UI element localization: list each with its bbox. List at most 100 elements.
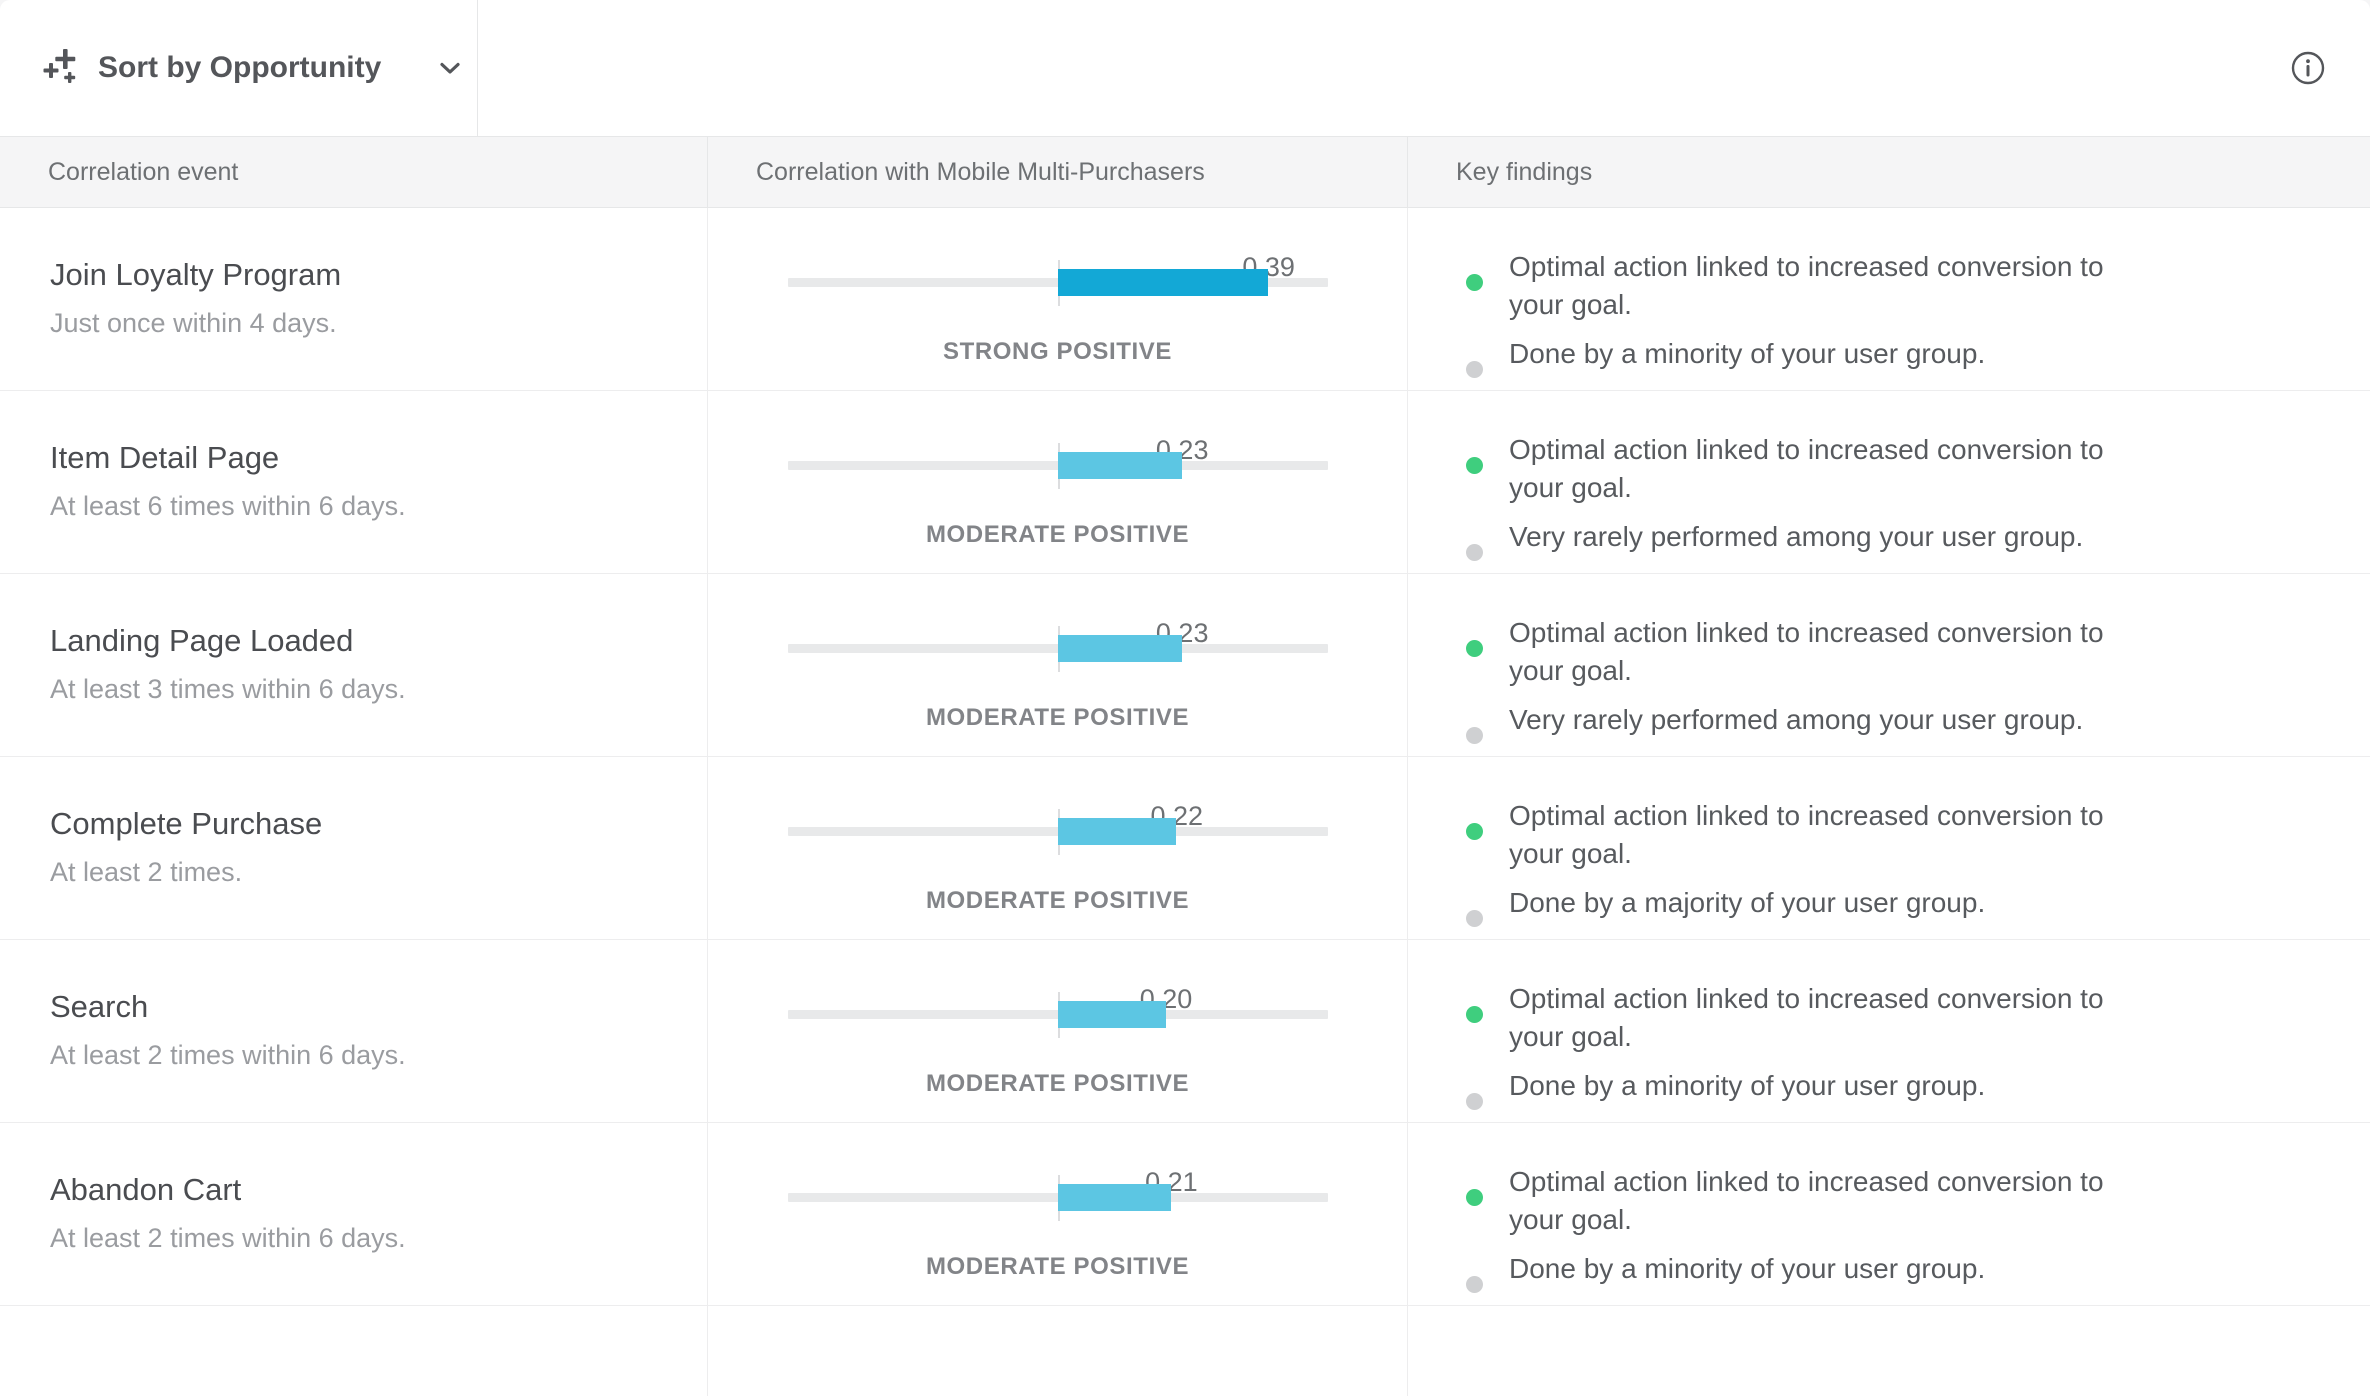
correlation-bar (1057, 1001, 1166, 1029)
finding-positive-dot-icon (1466, 640, 1483, 658)
correlation-strength-label: MODERATE POSITIVE (925, 521, 1190, 549)
sparkle-icon (38, 46, 82, 90)
finding-text: Done by a minority of your user group. (1509, 1253, 1986, 1285)
correlation-strength-label: MODERATE POSITIVE (925, 704, 1190, 732)
correlation-bar (1057, 635, 1182, 663)
event-condition: At least 2 times within 6 days. (50, 1040, 406, 1071)
findings-cell: Optimal action linked to increased conve… (1408, 1123, 2370, 1305)
key-finding: Optimal action linked to increased conve… (1466, 797, 2310, 872)
event-name: Search (50, 989, 149, 1025)
correlation-strength-label: MODERATE POSITIVE (925, 1070, 1190, 1098)
event-cell: Join Loyalty Program Just once within 4 d… (0, 208, 708, 391)
finding-neutral-dot-icon (1466, 361, 1483, 379)
column-header-key-findings: Key findings (1456, 157, 1593, 186)
table-row[interactable]: Item Detail Page At least 6 times within … (0, 391, 2370, 575)
chevron-down-icon (437, 55, 463, 81)
finding-text: Optimal action linked to increased conve… (1509, 1166, 2104, 1235)
table-row[interactable]: Join Loyalty Program Just once within 4 d… (0, 208, 2370, 392)
key-finding: Optimal action linked to increased conve… (1466, 614, 2310, 689)
finding-text: Very rarely performed among your user gr… (1509, 521, 2084, 553)
event-condition: Just once within 4 days. (50, 308, 337, 339)
finding-positive-dot-icon (1466, 1189, 1483, 1207)
finding-text: Done by a minority of your user group. (1509, 1070, 1986, 1102)
column-header-correlation-event: Correlation event (0, 137, 708, 207)
correlation-cell: 0.21 MODERATE POSITIVE (708, 1123, 1408, 1306)
event-name: Join Loyalty Program (50, 257, 342, 292)
sort-by-opportunity-dropdown[interactable]: Sort by Opportunity (0, 0, 478, 136)
findings-cell (1408, 1306, 2370, 1396)
findings-cell: Optimal action linked to increased conve… (1408, 208, 2370, 390)
findings-cell: Optimal action linked to increased conve… (1408, 940, 2370, 1122)
finding-neutral-dot-icon (1466, 910, 1483, 928)
correlation-cell: 0.22 MODERATE POSITIVE (708, 757, 1408, 940)
event-cell: Search At least 2 times within 6 days. (0, 940, 708, 1123)
findings-cell: Optimal action linked to increased conve… (1408, 574, 2370, 756)
correlation-bar (1057, 452, 1182, 480)
event-cell: Abandon Cart At least 2 times within 6 da… (0, 1123, 708, 1306)
column-header-correlation-value: Correlation with Mobile Multi-Purchasers (708, 137, 1408, 207)
event-cell (0, 1306, 708, 1396)
correlation-cell: 0.20 MODERATE POSITIVE (708, 940, 1408, 1123)
finding-text: Optimal action linked to increased conve… (1509, 251, 2104, 320)
key-finding: Optimal action linked to increased conve… (1466, 980, 2310, 1055)
event-condition: At least 6 times within 6 days. (50, 491, 406, 522)
event-cell: Landing Page Loaded At least 3 times with… (0, 574, 708, 757)
key-finding: Very rarely performed among your user gr… (1466, 701, 2310, 745)
finding-text: Very rarely performed among your user gr… (1509, 704, 2084, 736)
key-finding: Done by a majority of your user group. (1466, 884, 2310, 928)
correlation-strength-label: MODERATE POSITIVE (925, 1253, 1190, 1281)
finding-text: Done by a majority of your user group. (1509, 887, 1986, 919)
correlation-bar (1057, 269, 1269, 296)
finding-positive-dot-icon (1466, 274, 1483, 291)
finding-text: Done by a minority of your user group. (1509, 338, 1986, 370)
findings-cell: Optimal action linked to increased conve… (1408, 391, 2370, 573)
info-circle-icon[interactable] (2290, 50, 2326, 86)
key-finding: Done by a minority of your user group. (1466, 335, 2310, 379)
correlation-strength-label: MODERATE POSITIVE (925, 887, 1190, 915)
sort-dropdown-label: Sort by Opportunity (98, 51, 382, 84)
key-finding: Done by a minority of your user group. (1466, 1067, 2310, 1111)
finding-text: Optimal action linked to increased conve… (1509, 434, 2104, 503)
correlation-bar (1057, 818, 1177, 846)
finding-positive-dot-icon (1466, 1006, 1483, 1024)
event-name: Landing Page Loaded (50, 623, 354, 659)
event-name: Complete Purchase (50, 806, 323, 842)
table-header-row: Correlation event Correlation with Mobil… (0, 136, 2370, 208)
finding-text: Optimal action linked to increased conve… (1509, 617, 2104, 686)
table-row[interactable]: Complete Purchase At least 2 times. 0.22 MO… (0, 757, 2370, 941)
finding-text: Optimal action linked to increased conve… (1509, 983, 2104, 1052)
correlation-table: Correlation event Correlation with Mobil… (0, 136, 2370, 1396)
table-row[interactable]: Search At least 2 times within 6 days. 0.2… (0, 940, 2370, 1124)
finding-neutral-dot-icon (1466, 727, 1483, 745)
event-condition: At least 2 times. (50, 857, 243, 888)
table-row[interactable]: Landing Page Loaded At least 3 times with… (0, 574, 2370, 758)
correlation-strength-label: STRONG POSITIVE (942, 338, 1173, 365)
findings-cell: Optimal action linked to increased conve… (1408, 757, 2370, 939)
key-finding: Very rarely performed among your user gr… (1466, 518, 2310, 562)
event-name: Abandon Cart (50, 1172, 242, 1208)
table-row[interactable]: Abandon Cart At least 2 times within 6 da… (0, 1123, 2370, 1307)
key-finding: Done by a minority of your user group. (1466, 1250, 2310, 1294)
correlation-cell: 0.23 MODERATE POSITIVE (708, 574, 1408, 757)
finding-neutral-dot-icon (1466, 1093, 1483, 1111)
key-finding: Optimal action linked to increased conve… (1466, 248, 2310, 323)
key-finding: Optimal action linked to increased conve… (1466, 431, 2310, 506)
event-condition: At least 3 times within 6 days. (50, 674, 406, 705)
finding-neutral-dot-icon (1466, 1276, 1483, 1294)
toolbar-actions (478, 0, 2370, 136)
event-name: Item Detail Page (50, 440, 280, 476)
event-condition: At least 2 times within 6 days. (50, 1223, 406, 1254)
correlation-bar (1057, 1184, 1171, 1212)
finding-text: Optimal action linked to increased conve… (1509, 800, 2104, 869)
correlation-cell (708, 1306, 1408, 1396)
finding-neutral-dot-icon (1466, 544, 1483, 562)
key-finding: Optimal action linked to increased conve… (1466, 1163, 2310, 1238)
finding-positive-dot-icon (1466, 457, 1483, 475)
event-cell: Item Detail Page At least 6 times within … (0, 391, 708, 574)
event-cell: Complete Purchase At least 2 times. (0, 757, 708, 940)
correlation-cell: 0.23 MODERATE POSITIVE (708, 391, 1408, 574)
table-row-partial[interactable] (0, 1306, 2370, 1396)
correlation-cell: 0.39 STRONG POSITIVE (708, 208, 1408, 391)
finding-positive-dot-icon (1466, 823, 1483, 841)
